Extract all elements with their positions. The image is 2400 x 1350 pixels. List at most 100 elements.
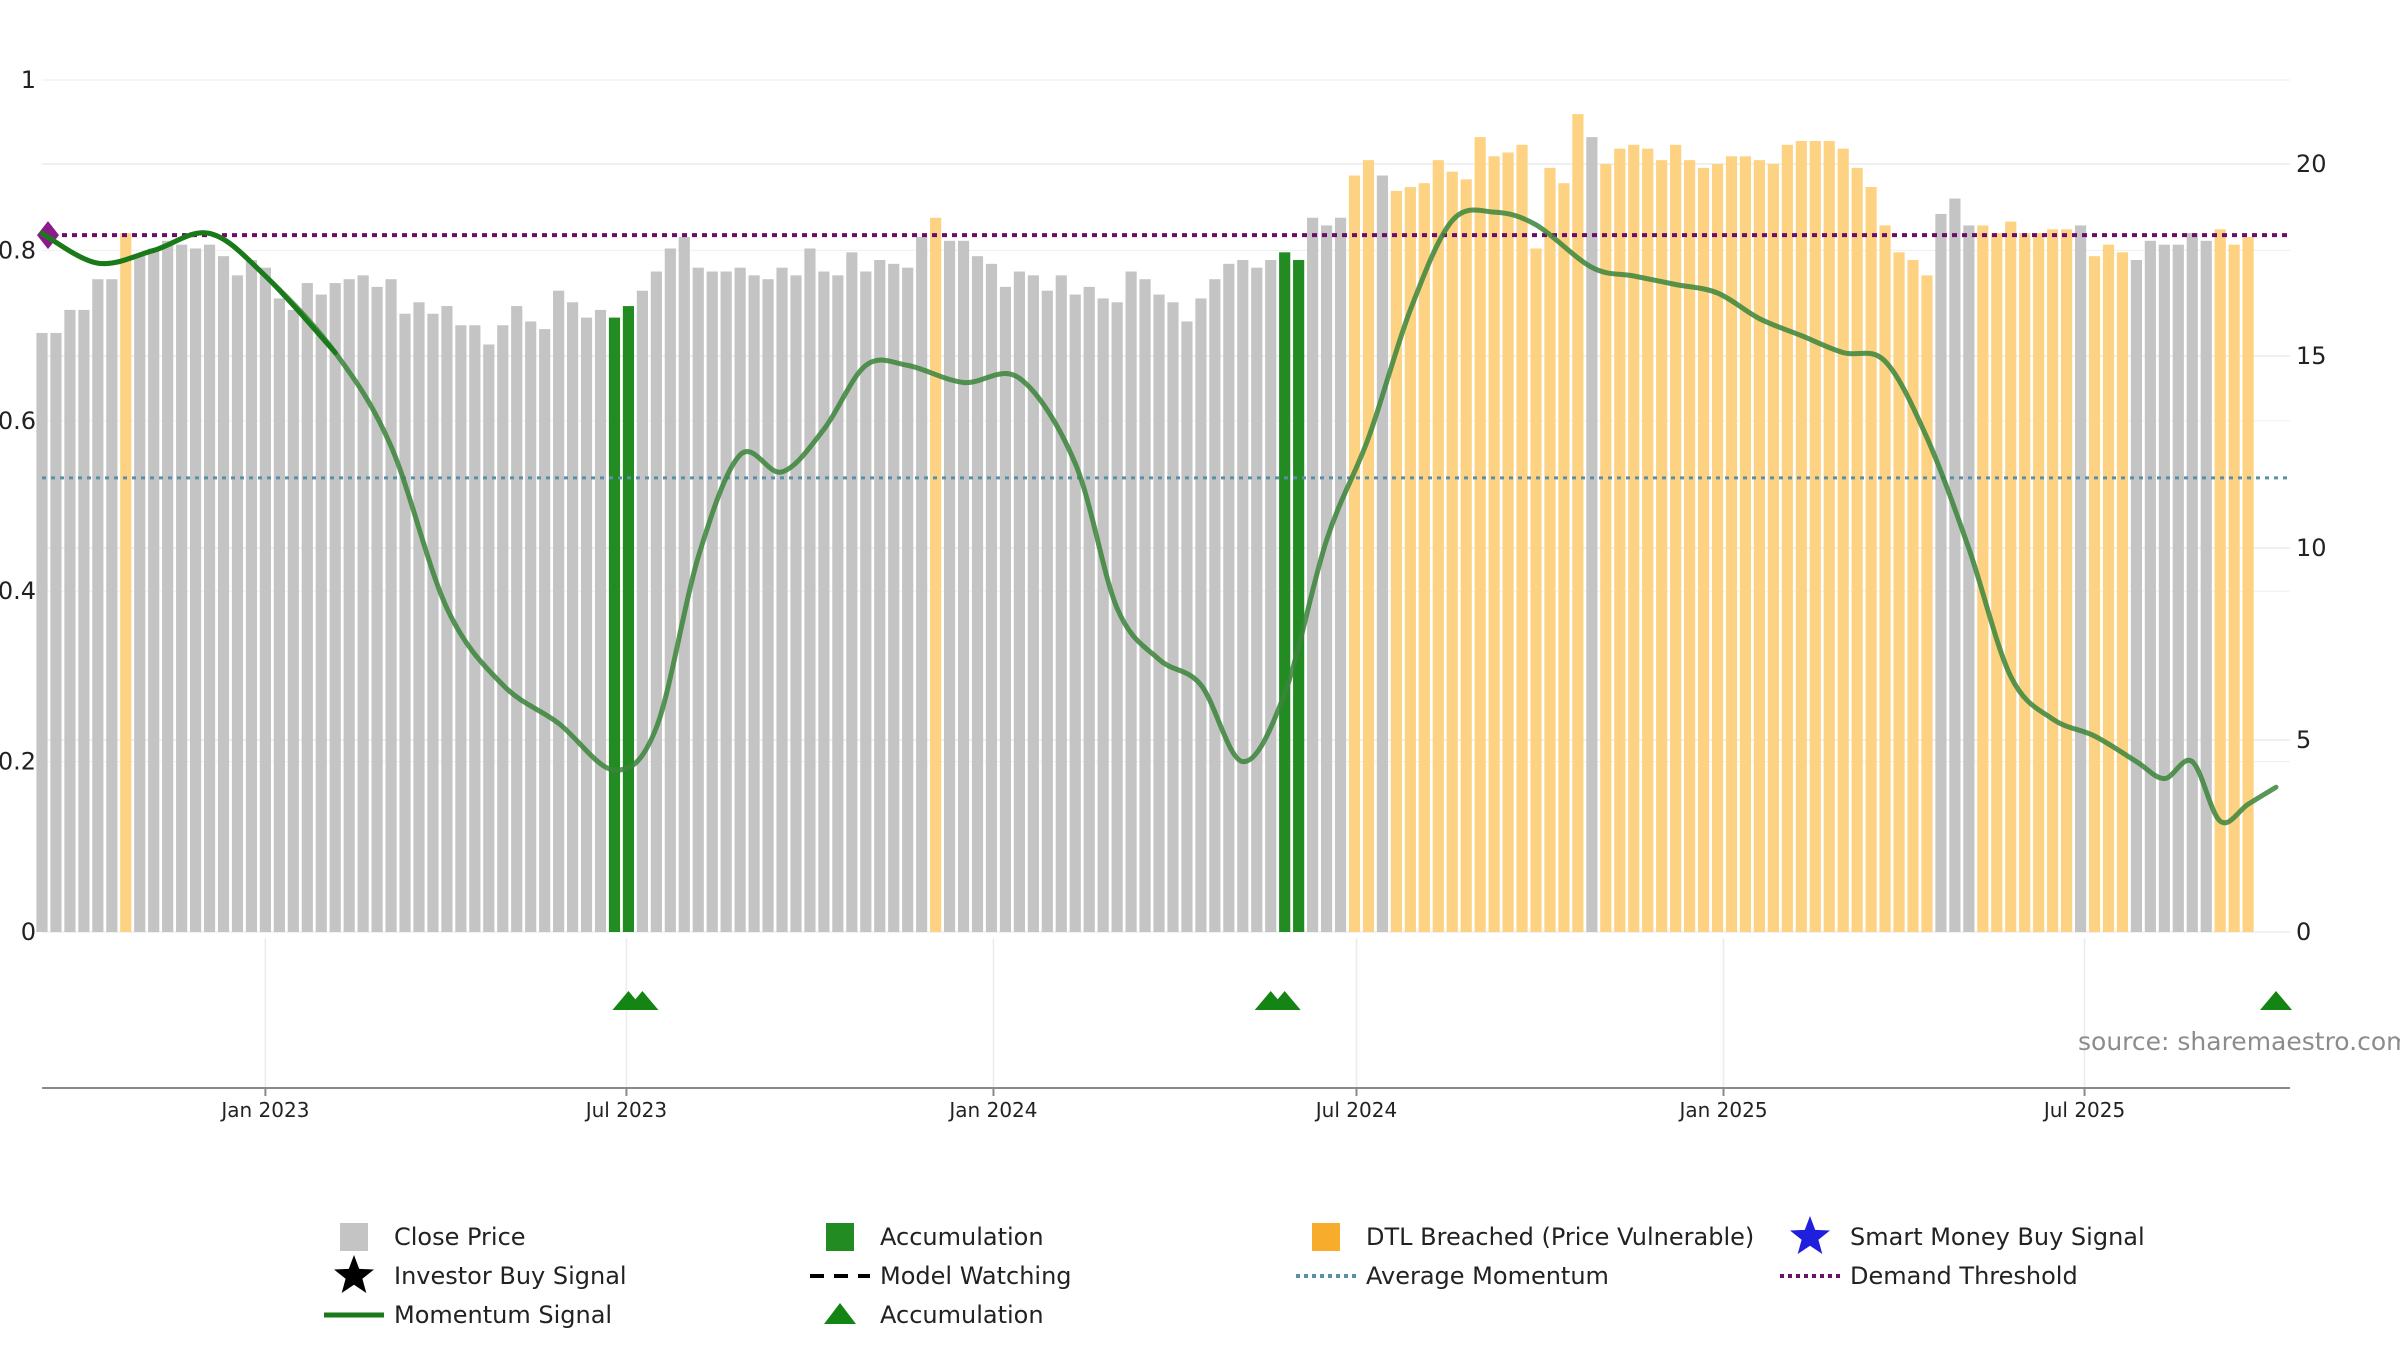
close-price-bar [1181, 321, 1193, 932]
close-price-bar [650, 271, 662, 932]
dtl-breached-bar [1544, 167, 1556, 933]
dtl-breached-bar [2019, 233, 2031, 932]
close-price-bar [720, 271, 732, 932]
close-price-bar [36, 332, 48, 933]
dtl-breached-bar [1488, 156, 1500, 932]
close-price-bar [525, 321, 537, 932]
close-price-bar [1963, 225, 1975, 932]
right-axis-tick-label: 0 [2296, 918, 2311, 946]
close-price-bar [636, 290, 648, 933]
close-price-bar [1027, 275, 1039, 932]
close-price-bar [1209, 279, 1221, 932]
close-price-bar [92, 279, 104, 932]
close-price-bar [1069, 294, 1081, 932]
dtl-breached-bar [1879, 225, 1891, 932]
close-price-bar [706, 271, 718, 932]
close-price-bar [259, 267, 271, 932]
close-price-bar [1111, 302, 1123, 932]
close-price-bar [1376, 175, 1389, 932]
dtl-breached-bar [1851, 167, 1863, 933]
close-price-bar [78, 309, 90, 932]
dtl-breached-bar [2228, 244, 2240, 932]
close-price-bar [162, 240, 174, 933]
close-price-bar [1949, 198, 1961, 932]
legend-label: Close Price [394, 1223, 526, 1251]
left-axis-tick-label: 0.4 [0, 577, 36, 605]
close-price-bar [971, 256, 984, 932]
close-price-bar [916, 236, 928, 932]
close-price-bar [231, 275, 244, 932]
close-price-bar [1083, 286, 1095, 932]
legend-close-price-swatch [340, 1223, 368, 1251]
dtl-breached-bar [1907, 260, 1919, 932]
close-price-bars [36, 114, 2254, 933]
close-price-bar [664, 248, 676, 933]
close-price-bar [1055, 275, 1067, 932]
close-price-bar [999, 286, 1012, 932]
dtl-breached-bar [1404, 187, 1416, 933]
dtl-breached-bar [2116, 252, 2129, 932]
close-price-bar [1265, 260, 1277, 932]
close-price-bar [273, 298, 285, 932]
close-price-bar [1167, 302, 1179, 932]
x-axis-tick-label: Jan 2023 [219, 1098, 309, 1122]
close-price-bar [860, 271, 872, 932]
close-price-bar [566, 302, 579, 932]
dtl-breached-bar [1362, 160, 1375, 932]
dtl-breached-bar [1474, 137, 1486, 932]
close-price-bar [203, 244, 216, 932]
legend-smart-money-star-icon [1790, 1216, 1830, 1254]
dtl-breached-bar [1767, 164, 1779, 932]
close-price-bar [580, 317, 593, 933]
legend-label: DTL Breached (Price Vulnerable) [1366, 1223, 1754, 1251]
close-price-bar [1334, 217, 1347, 932]
close-price-bar [804, 248, 816, 933]
x-axis-tick-label: Jan 2024 [947, 1098, 1037, 1122]
close-price-bar [511, 306, 523, 933]
dtl-breached-bar [1600, 164, 1612, 932]
close-price-bar [357, 275, 369, 932]
right-axis-tick-label: 10 [2296, 534, 2327, 562]
close-price-bar [2158, 244, 2170, 932]
close-price-bar [2074, 225, 2087, 932]
close-price-bar [594, 309, 607, 932]
dtl-breached-bar [1628, 144, 1640, 933]
momentum-line-start [39, 230, 338, 356]
legend-label: Investor Buy Signal [394, 1262, 627, 1290]
dtl-breached-bar [1670, 144, 1682, 933]
dtl-breached-bar [1753, 160, 1766, 932]
dtl-breached-bar [2047, 229, 2059, 932]
close-price-bar [1153, 294, 1165, 932]
dtl-breached-bar [1991, 233, 2003, 932]
close-price-bar [539, 329, 551, 932]
accumulation-bar [1293, 260, 1305, 932]
legend-label: Accumulation [880, 1301, 1044, 1329]
close-price-bar [1223, 263, 1235, 933]
dtl-breached-bar [2242, 236, 2254, 932]
dtl-breached-bar [1725, 156, 1738, 932]
close-price-bar [943, 240, 956, 933]
accumulation-triangle [1268, 991, 1301, 1010]
left-axis-tick-label: 0 [21, 918, 36, 946]
dtl-breached-bar [2214, 229, 2226, 932]
accumulation-triangle [626, 991, 659, 1010]
close-price-bar [1139, 279, 1151, 932]
close-price-bar [50, 332, 62, 933]
close-price-bar [734, 267, 746, 932]
close-price-bar [818, 271, 830, 932]
close-price-bar [245, 260, 258, 932]
dtl-breached-bar [2005, 221, 2017, 933]
close-price-bar [413, 302, 425, 932]
close-price-bar [1195, 298, 1207, 932]
dtl-breached-bar [120, 233, 132, 932]
close-price-bar [874, 260, 886, 932]
right-axis-tick-label: 5 [2296, 726, 2311, 754]
close-price-bar [190, 248, 202, 933]
right-axis-tick-label: 20 [2296, 150, 2327, 178]
close-price-bar [1237, 260, 1249, 932]
close-price-bar [1251, 267, 1263, 932]
close-price-bar [287, 309, 299, 932]
dtl-breached-bar [1390, 190, 1402, 932]
